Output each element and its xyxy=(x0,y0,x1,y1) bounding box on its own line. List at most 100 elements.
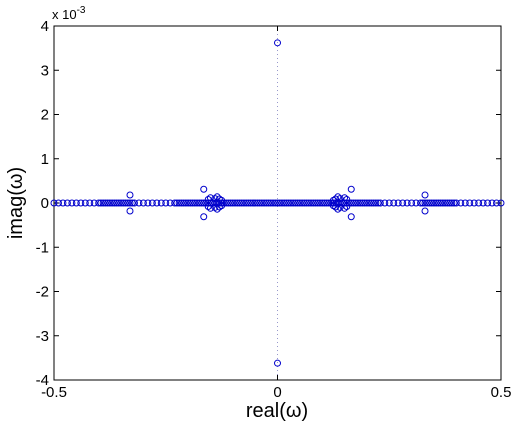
data-point xyxy=(457,199,465,207)
data-point xyxy=(97,199,105,207)
data-point xyxy=(278,199,286,207)
y-tick-label: 0 xyxy=(41,195,49,212)
data-point xyxy=(148,199,156,207)
data-point xyxy=(99,199,107,207)
data-point xyxy=(162,199,170,207)
data-point xyxy=(113,199,121,207)
data-point xyxy=(213,205,221,213)
data-point xyxy=(186,199,194,207)
data-point xyxy=(191,199,199,207)
data-point xyxy=(341,204,349,212)
data-point xyxy=(300,199,308,207)
data-point xyxy=(421,199,429,207)
data-point xyxy=(305,199,313,207)
data-point xyxy=(352,199,360,207)
data-point xyxy=(244,199,252,207)
data-points xyxy=(50,39,505,367)
data-point xyxy=(86,199,94,207)
axis-ticks: -0.5 0 0.5 -4 -3 -2 -1 0 1 2 3 4 xyxy=(36,18,512,401)
data-point xyxy=(356,199,364,207)
data-point xyxy=(77,199,85,207)
data-point xyxy=(381,199,389,207)
data-point xyxy=(311,199,319,207)
data-point xyxy=(332,195,340,203)
data-point xyxy=(218,202,226,210)
data-point xyxy=(289,199,297,207)
data-point xyxy=(267,199,275,207)
data-point xyxy=(200,185,208,193)
data-point xyxy=(242,199,250,207)
data-point xyxy=(260,199,268,207)
data-point xyxy=(115,199,123,207)
data-point xyxy=(200,199,208,207)
data-point xyxy=(448,199,456,207)
data-point xyxy=(329,199,337,207)
data-point xyxy=(126,199,134,207)
data-point xyxy=(63,199,71,207)
data-point xyxy=(309,199,317,207)
y-tick-label: -2 xyxy=(36,284,49,301)
data-point xyxy=(294,199,302,207)
data-point xyxy=(126,191,134,199)
data-point xyxy=(180,199,188,207)
data-point xyxy=(403,199,411,207)
y-tick-label: -1 xyxy=(36,239,49,256)
data-point xyxy=(117,199,125,207)
data-point xyxy=(334,205,342,213)
data-point xyxy=(347,199,355,207)
data-point xyxy=(430,199,438,207)
data-point xyxy=(432,199,440,207)
data-point xyxy=(316,199,324,207)
data-point xyxy=(307,199,315,207)
data-point xyxy=(251,199,259,207)
data-point xyxy=(434,199,442,207)
data-point xyxy=(372,199,380,207)
data-point xyxy=(336,199,344,207)
data-point xyxy=(202,199,210,207)
data-point xyxy=(394,199,402,207)
y-tick-label: 3 xyxy=(41,62,49,79)
data-point xyxy=(365,199,373,207)
data-point xyxy=(119,199,127,207)
data-point xyxy=(265,199,273,207)
data-point xyxy=(153,199,161,207)
data-point xyxy=(421,207,429,215)
data-point xyxy=(135,199,143,207)
data-point xyxy=(423,199,431,207)
data-point xyxy=(249,199,257,207)
data-point xyxy=(177,199,185,207)
data-point xyxy=(291,199,299,207)
data-point xyxy=(206,204,214,212)
data-point xyxy=(211,203,219,211)
data-point xyxy=(256,199,264,207)
data-point xyxy=(108,199,116,207)
data-point xyxy=(104,199,112,207)
data-point xyxy=(218,199,226,207)
data-point xyxy=(336,203,344,211)
data-point xyxy=(262,199,270,207)
data-point xyxy=(280,199,288,207)
data-point xyxy=(417,199,425,207)
data-point xyxy=(323,199,331,207)
x-tick-label: -0.5 xyxy=(41,384,67,401)
y-tick-label: 1 xyxy=(41,151,49,168)
data-point xyxy=(211,199,219,207)
data-point xyxy=(54,199,62,207)
data-point xyxy=(497,199,505,207)
y-tick-label: -3 xyxy=(36,328,49,345)
x-tick-label: 0.5 xyxy=(491,384,512,401)
data-point xyxy=(238,199,246,207)
data-point xyxy=(399,199,407,207)
y-tick-label: 4 xyxy=(41,18,49,35)
data-point xyxy=(446,199,454,207)
data-point xyxy=(334,193,342,201)
data-point xyxy=(484,199,492,207)
data-point xyxy=(229,199,237,207)
data-point xyxy=(412,199,420,207)
data-point xyxy=(204,203,212,211)
data-point xyxy=(144,199,152,207)
data-point xyxy=(247,199,255,207)
data-point xyxy=(110,199,118,207)
data-point xyxy=(461,199,469,207)
data-point xyxy=(479,199,487,207)
